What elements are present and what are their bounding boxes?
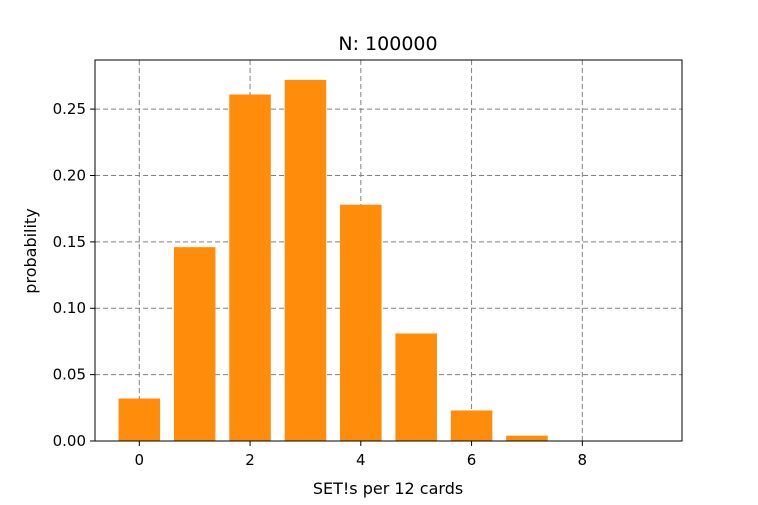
y-tick-label: 0.10 — [53, 299, 86, 317]
y-tick-label: 0.15 — [53, 233, 86, 251]
y-tick-label: 0.00 — [53, 432, 86, 450]
y-axis-ticks: 0.00 0.05 0.10 0.15 0.20 0.25 — [53, 100, 95, 450]
x-axis-label: SET!s per 12 cards — [313, 479, 463, 498]
x-tick-label: 6 — [467, 451, 477, 469]
chart-title: N: 100000 — [338, 33, 437, 55]
x-axis-ticks: 0 2 4 6 8 — [135, 441, 588, 469]
x-tick-label: 4 — [356, 451, 366, 469]
plot-frame — [94, 59, 683, 442]
bar-2 — [229, 94, 271, 441]
bar-7 — [506, 435, 548, 441]
bar-1 — [173, 247, 216, 441]
y-tick-label: 0.05 — [53, 366, 86, 384]
bar-4 — [340, 204, 382, 441]
x-tick-label: 0 — [135, 451, 145, 469]
x-tick-label: 8 — [578, 451, 588, 469]
bar-6 — [450, 410, 493, 441]
y-tick-label: 0.25 — [53, 100, 86, 118]
y-tick-label: 0.20 — [53, 166, 86, 184]
bar-0 — [118, 398, 161, 441]
bar-5 — [395, 333, 437, 441]
bar-3 — [284, 79, 327, 441]
y-axis-label: probability — [21, 208, 40, 293]
x-tick-label: 2 — [245, 451, 255, 469]
bars — [118, 79, 604, 441]
